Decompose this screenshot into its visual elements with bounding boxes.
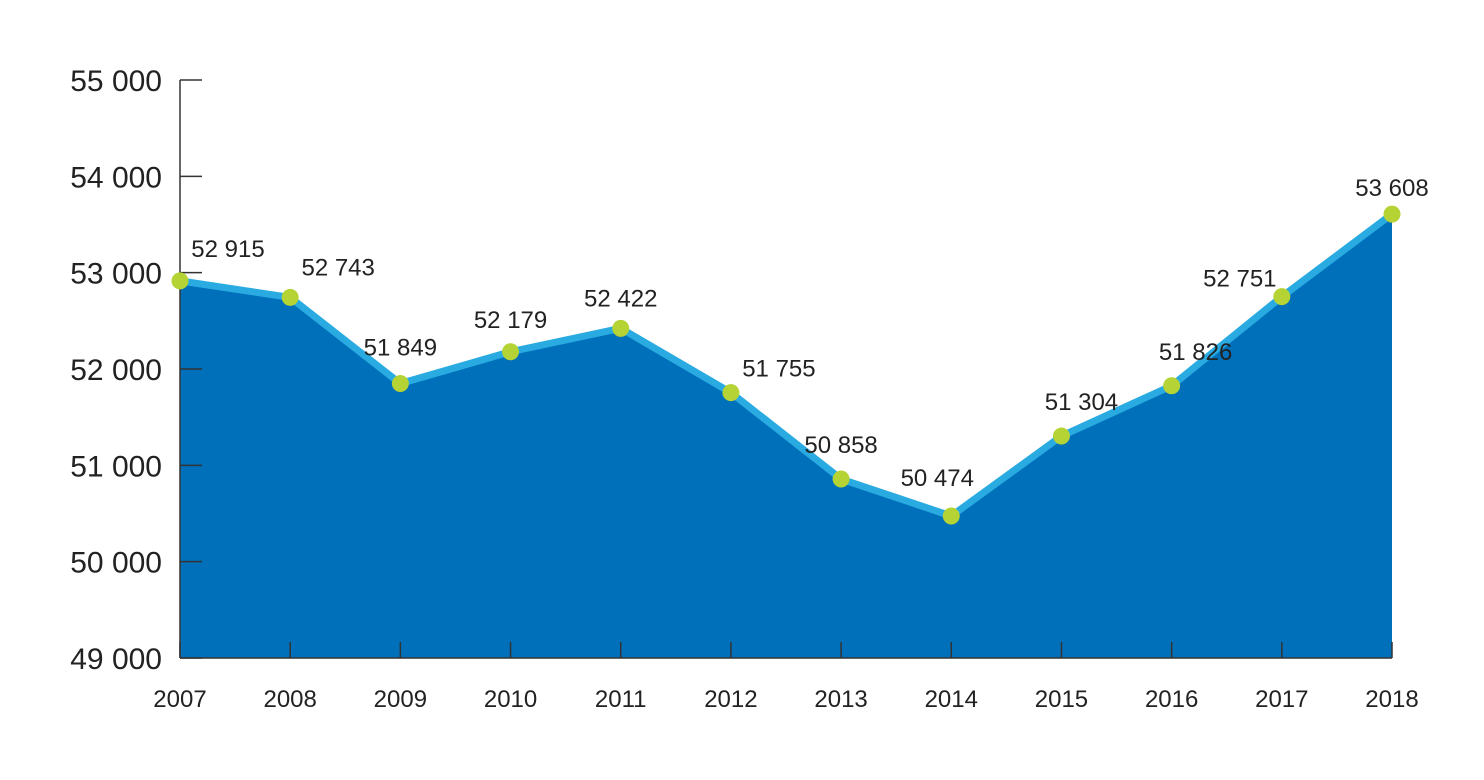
data-point — [612, 319, 630, 337]
data-point — [722, 384, 740, 402]
data-label: 51 849 — [364, 335, 437, 362]
x-tick-label: 2013 — [814, 686, 867, 713]
x-tick-label: 2015 — [1035, 686, 1088, 713]
data-point — [942, 507, 960, 525]
data-label: 51 755 — [742, 356, 815, 383]
x-tick-label: 2012 — [704, 686, 757, 713]
data-label: 50 858 — [804, 432, 877, 459]
data-label: 52 422 — [584, 285, 657, 312]
data-label: 52 179 — [474, 307, 547, 334]
data-label: 50 474 — [901, 465, 974, 492]
y-tick-label: 51 000 — [70, 450, 162, 483]
data-point — [171, 272, 189, 290]
data-point — [281, 288, 299, 306]
data-label: 51 304 — [1045, 389, 1118, 416]
x-tick-label: 2009 — [374, 686, 427, 713]
data-label: 53 608 — [1355, 175, 1428, 202]
y-tick-label: 50 000 — [70, 547, 162, 580]
data-point — [1052, 427, 1070, 445]
x-tick-label: 2017 — [1255, 686, 1308, 713]
data-point — [1383, 205, 1401, 223]
x-tick-label: 2018 — [1365, 686, 1418, 713]
y-tick-label: 52 000 — [70, 354, 162, 387]
data-point — [391, 375, 409, 393]
data-label: 52 743 — [301, 254, 374, 281]
data-label: 51 826 — [1159, 339, 1232, 366]
y-tick-label: 53 000 — [70, 258, 162, 291]
y-tick-label: 54 000 — [70, 161, 162, 194]
data-label: 52 915 — [191, 236, 264, 263]
x-tick-label: 2010 — [484, 686, 537, 713]
x-tick-label: 2008 — [263, 686, 316, 713]
data-point — [502, 343, 520, 361]
x-tick-label: 2014 — [925, 686, 978, 713]
y-tick-label: 55 000 — [70, 65, 162, 98]
x-tick-label: 2007 — [153, 686, 206, 713]
x-tick-label: 2011 — [595, 686, 647, 713]
data-point — [1273, 288, 1291, 306]
data-label: 52 751 — [1203, 266, 1276, 293]
series-line — [176, 210, 1396, 520]
data-point — [832, 470, 850, 488]
y-tick-label: 49 000 — [70, 643, 162, 676]
data-point — [1163, 377, 1181, 395]
x-tick-label: 2016 — [1145, 686, 1198, 713]
